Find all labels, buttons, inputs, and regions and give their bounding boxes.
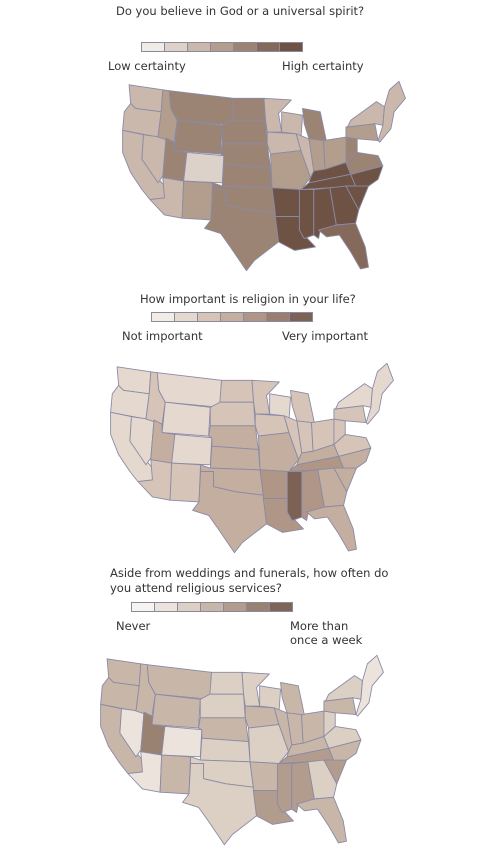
legend-low-label: Low certainty (108, 59, 186, 73)
legend-swatch-1 (131, 602, 155, 612)
state-ks (199, 737, 251, 763)
state-wy (151, 693, 201, 729)
legend-swatch-6 (246, 602, 270, 612)
legend-swatch-2 (174, 312, 198, 322)
state-sd (221, 119, 268, 145)
state-mo (248, 724, 290, 764)
question-title: Do you believe in God or a universal spi… (116, 4, 365, 18)
state-fl (318, 222, 369, 270)
color-legend (151, 312, 313, 322)
legend-swatch-7 (289, 312, 313, 322)
state-co (171, 433, 213, 466)
state-nm (159, 754, 192, 795)
legend-swatch-5 (223, 602, 247, 612)
state-sd (199, 693, 246, 719)
state-co (161, 725, 203, 758)
color-legend (131, 602, 293, 612)
state-fl (296, 796, 347, 844)
legend-high-label: Very important (282, 329, 369, 343)
legend-swatch-2 (164, 42, 188, 52)
state-co (183, 151, 225, 184)
state-nm (169, 462, 202, 503)
state-nd (219, 379, 255, 403)
state-ar (259, 469, 290, 500)
state-ks (209, 445, 261, 471)
legend-low-label: Not important (122, 329, 203, 343)
us-choropleth-map (122, 80, 406, 272)
legend-high-label: More than once a week (290, 619, 363, 647)
state-mt (146, 664, 212, 700)
legend-swatch-3 (197, 312, 221, 322)
legend-swatch-4 (210, 42, 234, 52)
state-nd (209, 671, 245, 695)
state-ms (286, 471, 303, 521)
legend-swatch-1 (151, 312, 175, 322)
legend-high-label: High certainty (282, 59, 364, 73)
state-ga (329, 185, 360, 226)
legend-swatch-4 (220, 312, 244, 322)
legend-swatch-7 (279, 42, 303, 52)
state-ne-states (365, 362, 394, 425)
state-wy (161, 401, 211, 437)
state-ne-states (377, 80, 406, 143)
legend-swatch-3 (187, 42, 211, 52)
state-nm (181, 180, 214, 221)
legend-swatch-4 (200, 602, 224, 612)
question-title: How important is religion in your life? (140, 292, 356, 306)
state-mt (168, 90, 234, 126)
state-mo (270, 150, 312, 190)
state-sd (209, 401, 256, 427)
legend-swatch-1 (141, 42, 165, 52)
state-ms (298, 189, 315, 239)
us-choropleth-map (100, 654, 384, 846)
legend-swatch-3 (177, 602, 201, 612)
state-ks (221, 163, 273, 189)
state-wy (173, 119, 223, 155)
state-ny (347, 101, 385, 128)
state-ny (335, 383, 373, 410)
legend-swatch-6 (266, 312, 290, 322)
us-choropleth-map (110, 362, 394, 554)
legend-swatch-5 (233, 42, 257, 52)
question-title: Aside from weddings and funerals, how of… (110, 566, 389, 595)
legend-swatch-7 (269, 602, 293, 612)
state-ny (325, 675, 363, 702)
state-nd (231, 97, 267, 121)
state-ga (307, 759, 338, 800)
state-mo (258, 432, 300, 472)
state-ne-states (355, 654, 384, 717)
legend-low-label: Never (116, 619, 151, 633)
color-legend (141, 42, 303, 52)
state-ms (276, 763, 293, 813)
state-ga (317, 467, 348, 508)
state-ar (271, 187, 302, 218)
state-ar (249, 761, 280, 792)
legend-swatch-6 (256, 42, 280, 52)
state-mt (156, 372, 222, 408)
state-fl (306, 504, 357, 552)
legend-swatch-2 (154, 602, 178, 612)
legend-swatch-5 (243, 312, 267, 322)
